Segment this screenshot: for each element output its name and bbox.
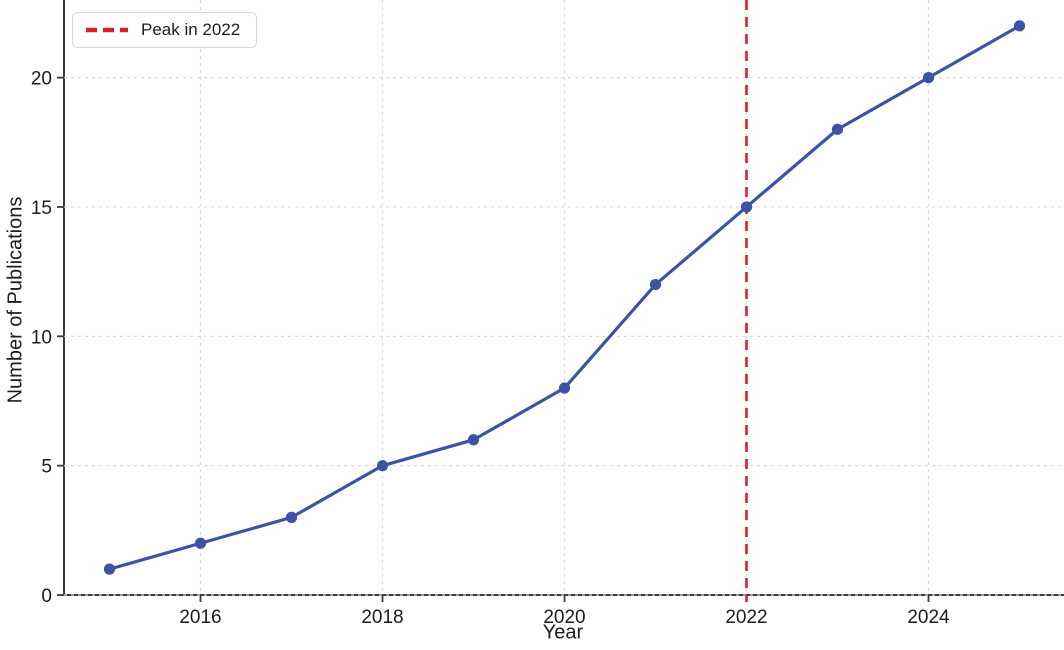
x-tick-label: 2022: [725, 607, 767, 628]
data-point: [467, 434, 480, 446]
data-point: [922, 72, 935, 84]
data-point: [649, 278, 662, 291]
legend-label: Peak in 2022: [141, 20, 241, 39]
dashed-line-icon: [86, 27, 128, 33]
y-tick-label: 0: [41, 586, 52, 607]
x-tick-label: 2020: [543, 607, 585, 628]
x-axis-label: Year: [542, 621, 584, 644]
y-tick-label: 10: [31, 327, 52, 348]
data-point: [194, 537, 207, 549]
data-point: [285, 511, 298, 523]
data-point: [740, 201, 753, 213]
y-tick-label: 20: [31, 69, 52, 90]
legend: Peak in 2022: [72, 12, 258, 48]
data-point: [831, 123, 844, 135]
data-point: [103, 563, 116, 575]
data-point: [1013, 20, 1026, 32]
data-point: [376, 460, 389, 472]
data-point: [558, 382, 571, 394]
x-tick-label: 2016: [179, 607, 221, 628]
y-axis-label: Number of Publications: [4, 196, 27, 404]
y-tick-label: 15: [31, 198, 52, 219]
x-tick-label: 2024: [907, 607, 950, 628]
y-tick-label: 5: [41, 457, 52, 478]
x-tick-label: 2018: [361, 607, 403, 628]
